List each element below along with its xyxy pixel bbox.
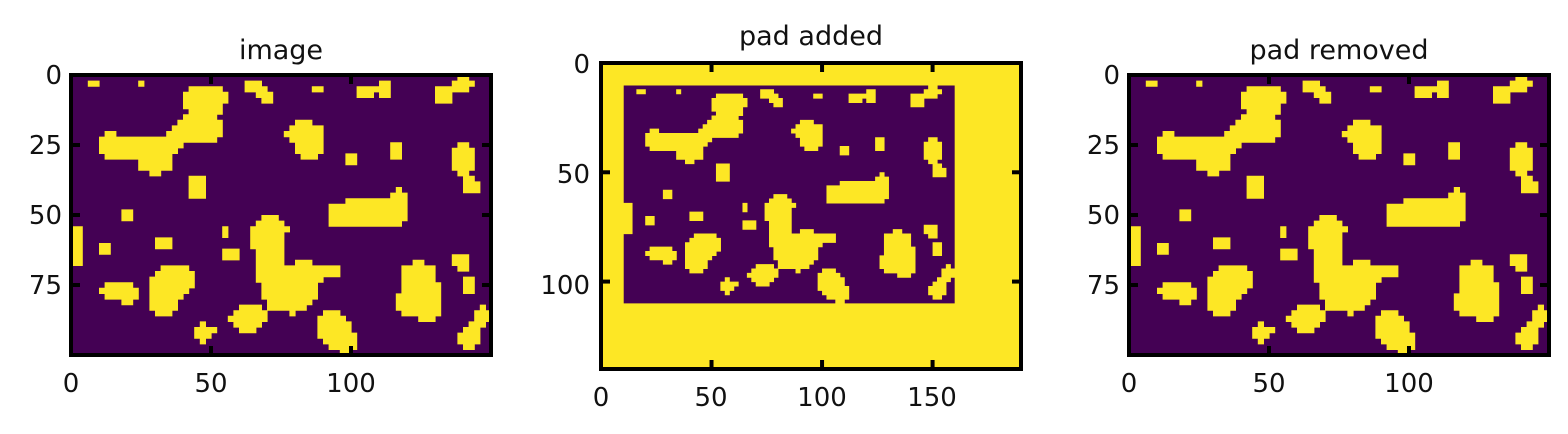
x-tick-label: 0	[1121, 369, 1138, 399]
unpadded-heatmap	[1129, 75, 1549, 355]
x-tick-label: 100	[326, 369, 376, 399]
y-tick-label: 0	[573, 50, 590, 80]
foreground-region	[1129, 75, 1549, 355]
x-tick-label: 150	[907, 383, 957, 413]
ticks	[1127, 73, 1549, 355]
x-tick-label: 100	[797, 383, 847, 413]
panel-title: pad removed	[1249, 35, 1428, 66]
panel-title: image	[239, 35, 323, 66]
y-tick-label: 100	[540, 271, 590, 301]
padded-heatmap	[601, 63, 1021, 369]
image-heatmap	[71, 75, 491, 355]
x-tick-label: 50	[1252, 369, 1285, 399]
ticks	[599, 61, 1021, 369]
x-tick-label: 50	[194, 369, 227, 399]
y-tick-label: 25	[1087, 131, 1120, 161]
panel-pad-removed: pad removed 0 50 100 0 25 50 75	[1087, 35, 1551, 399]
panel-image: image 0 50 100 0 25 50 75	[29, 35, 493, 399]
x-tick-label: 0	[63, 369, 80, 399]
panel-pad-added: pad added 0 50 100 150 0 50 100	[540, 21, 1023, 413]
y-tick-label: 50	[1087, 201, 1120, 231]
y-tick-label: 50	[557, 160, 590, 190]
y-tick-label: 50	[29, 201, 62, 231]
y-tick-label: 0	[45, 61, 62, 91]
foreground-region	[601, 63, 1021, 369]
x-tick-label: 0	[593, 383, 610, 413]
ticks	[69, 73, 491, 355]
x-tick-label: 100	[1384, 369, 1434, 399]
y-tick-label: 75	[29, 271, 62, 301]
y-tick-label: 25	[29, 131, 62, 161]
axes-frame	[599, 61, 1023, 371]
x-tick-label: 50	[694, 383, 727, 413]
y-tick-label: 0	[1103, 61, 1120, 91]
foreground-region	[71, 75, 491, 355]
y-tick-label: 75	[1087, 271, 1120, 301]
panel-title: pad added	[739, 21, 883, 52]
